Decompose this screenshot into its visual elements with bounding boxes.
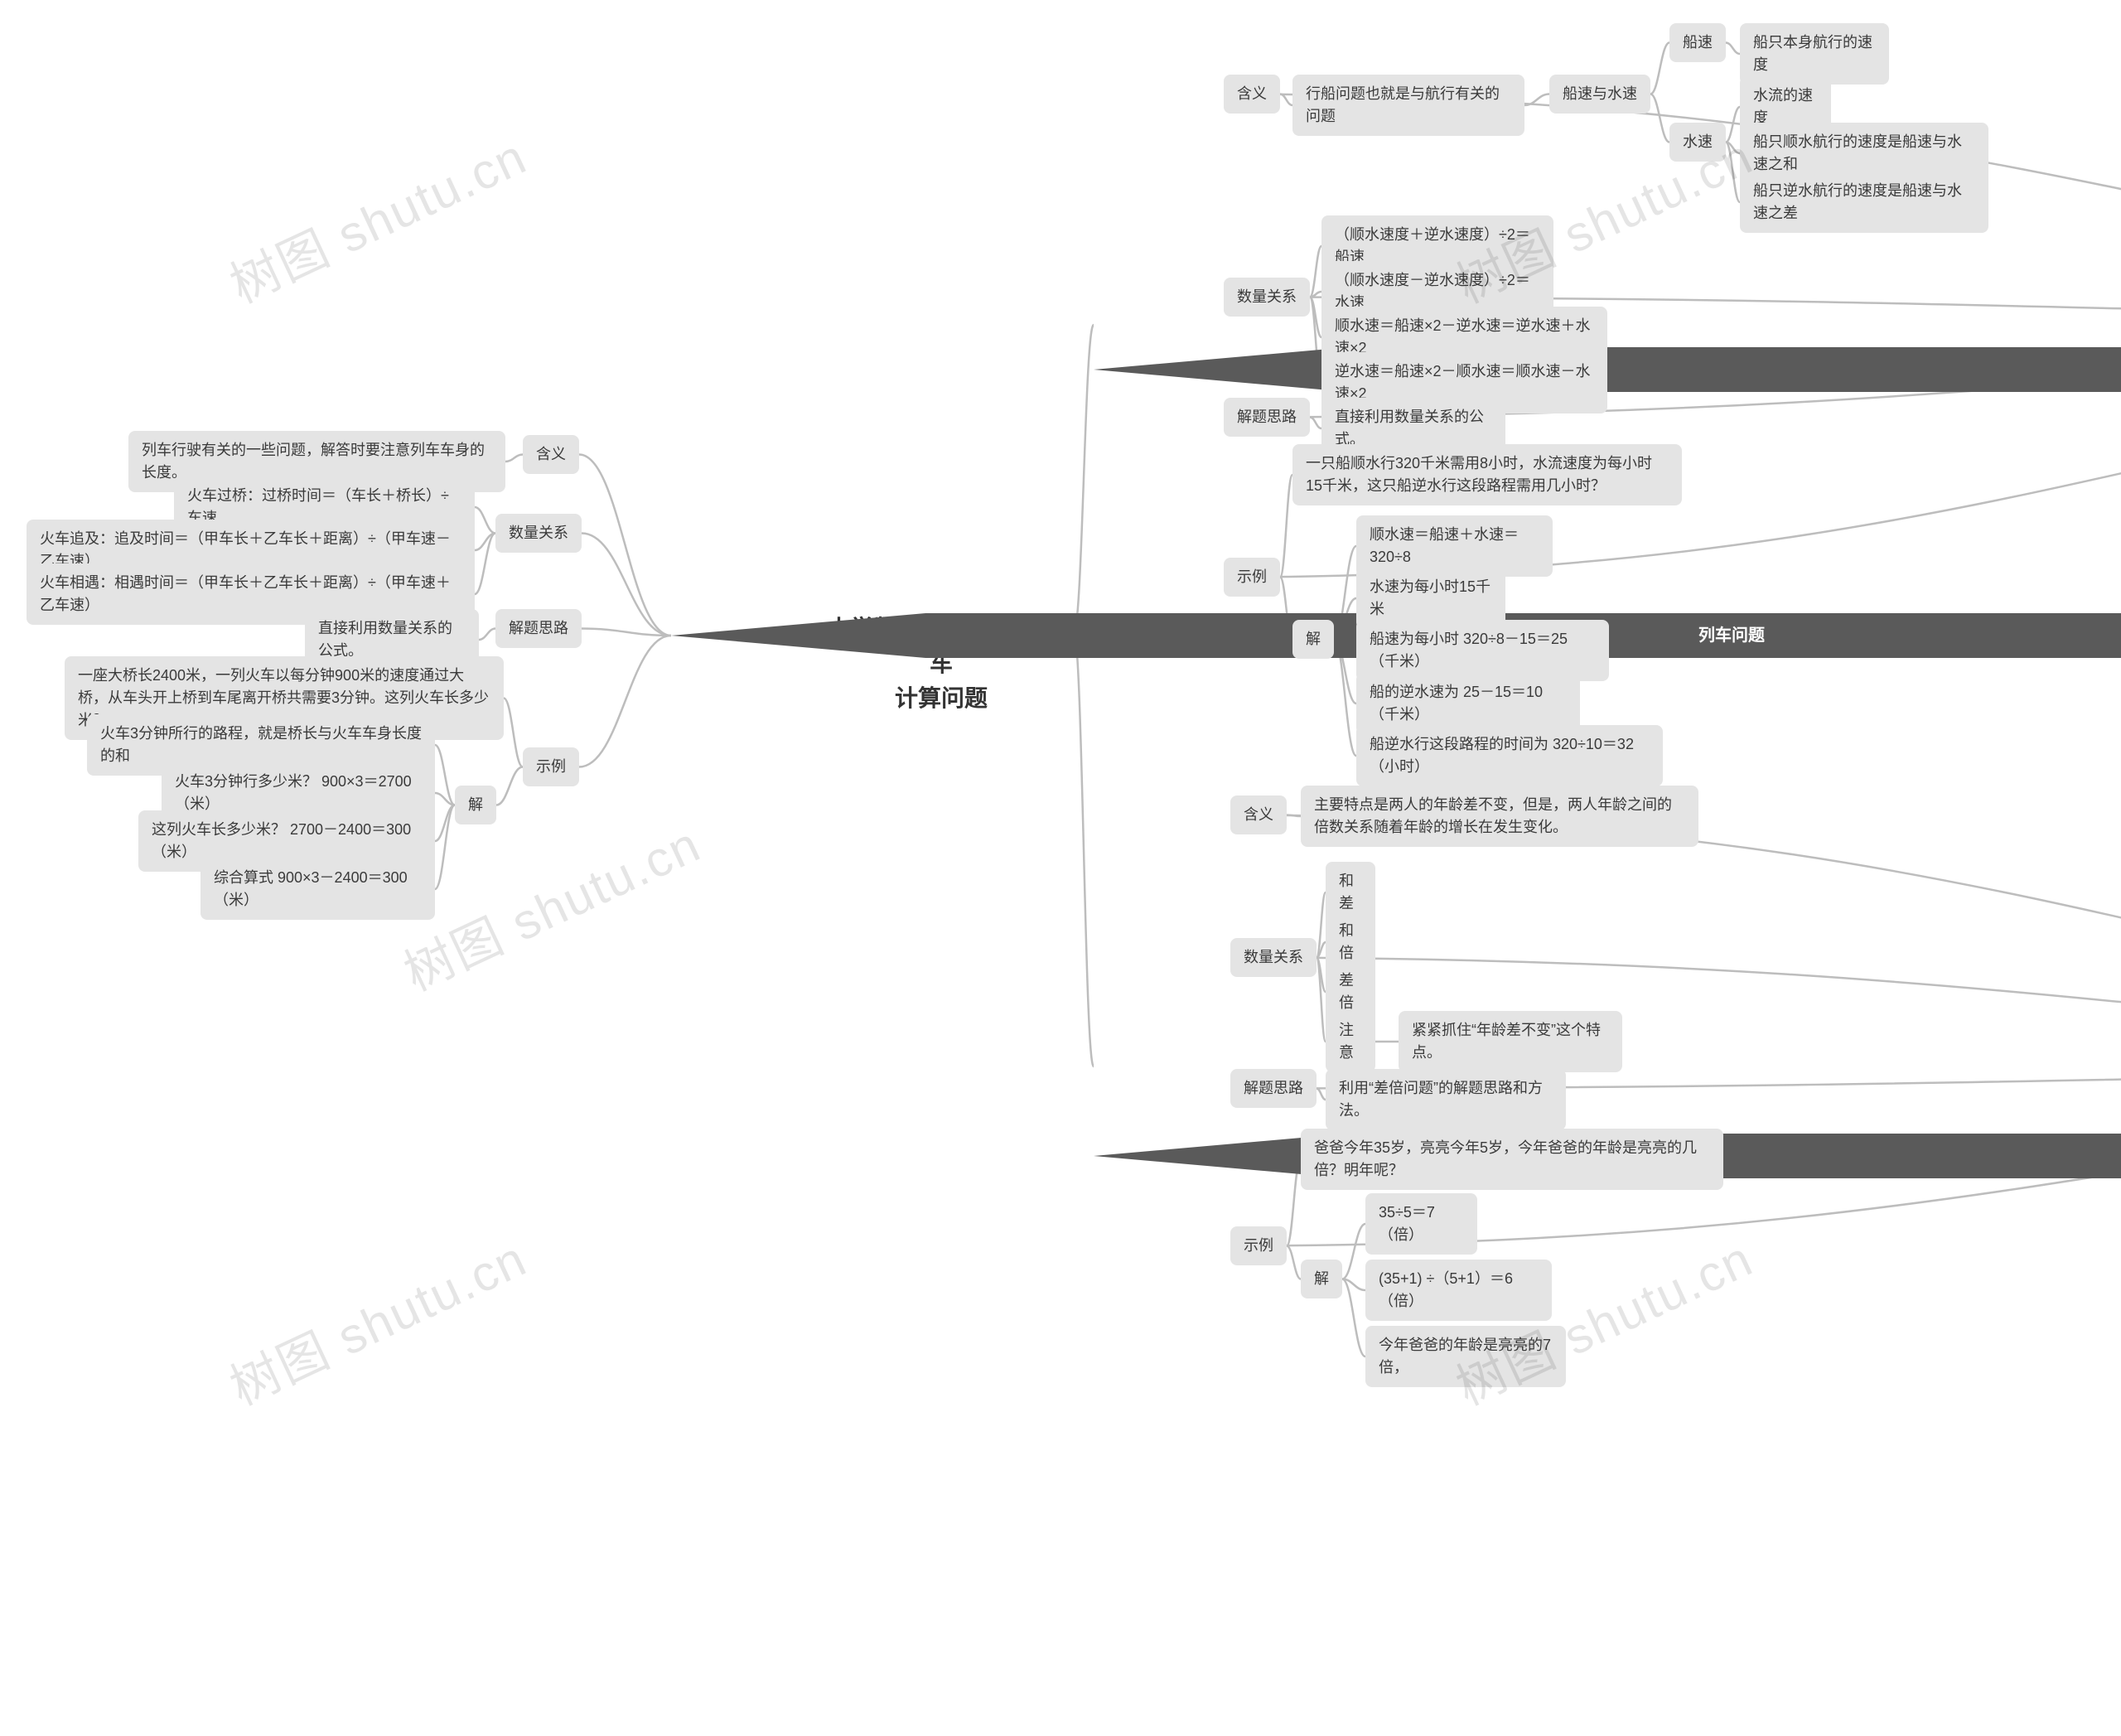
boat-example: 示例 <box>1224 558 1280 597</box>
watermark: 树图 shutu.cn <box>217 1219 537 1419</box>
train-meaning: 含义 <box>523 435 579 474</box>
train-relation: 数量关系 <box>495 514 582 553</box>
age-subnode: 35÷5＝7（倍） <box>1365 1193 1477 1255</box>
boat-subnode: 水速 <box>1669 123 1726 162</box>
nodes-layer: 小学数学年龄 行车 列车 计算问题列车问题含义列车行驶有关的一些问题，解答时要注… <box>0 0 2121 134</box>
boat-leaf: 行船问题也就是与航行有关的问题 <box>1292 75 1524 136</box>
boat-subnode: 船速为每小时 320÷8－15＝25（千米） <box>1356 620 1609 681</box>
age-example: 示例 <box>1230 1226 1287 1265</box>
age-subnode: 今年爸爸的年龄是亮亮的7倍， <box>1365 1326 1566 1387</box>
boat-meaning: 含义 <box>1224 75 1280 114</box>
boat-method: 解题思路 <box>1224 398 1310 437</box>
train-solution-step: 综合算式 900×3－2400＝300（米） <box>201 858 435 920</box>
train-example: 示例 <box>523 747 579 786</box>
age-subnode: 紧紧抓住“年龄差不变”这个特点。 <box>1399 1011 1622 1072</box>
boat-topic: 行船问题 <box>1094 347 2121 392</box>
boat-leaf: 一只船顺水行320千米需用8小时，水流速度为每小时15千米，这只船逆水行这段路程… <box>1292 444 1682 505</box>
age-leaf: 注意 <box>1326 1011 1375 1072</box>
age-relation: 数量关系 <box>1230 938 1317 977</box>
boat-subnode: 船只本身航行的速度 <box>1740 23 1889 85</box>
boat-subnode: 船速与水速 <box>1549 75 1650 114</box>
watermark: 树图 shutu.cn <box>391 805 711 1005</box>
boat-relation: 数量关系 <box>1224 278 1310 317</box>
age-method: 解题思路 <box>1230 1069 1317 1108</box>
age-leaf: 利用“差倍问题”的解题思路和方法。 <box>1326 1069 1566 1130</box>
age-subnode: (35+1) ÷（5+1）＝6（倍） <box>1365 1260 1552 1321</box>
boat-subnode: 船速 <box>1669 23 1726 62</box>
age-meaning: 含义 <box>1230 795 1287 834</box>
age-leaf: 爸爸今年35岁，亮亮今年5岁，今年爸爸的年龄是亮亮的几倍？明年呢？ <box>1301 1129 1723 1190</box>
boat-subnode: 船只逆水航行的速度是船速与水速之差 <box>1740 172 1988 233</box>
train-leaf: 解 <box>455 786 496 824</box>
boat-leaf: 解 <box>1292 620 1334 659</box>
boat-subnode: 船逆水行这段路程的时间为 320÷10＝32（小时） <box>1356 725 1663 786</box>
age-leaf: 主要特点是两人的年龄差不变，但是，两人年龄之间的倍数关系随着年龄的增长在发生变化… <box>1301 786 1698 847</box>
watermark: 树图 shutu.cn <box>217 117 537 317</box>
train-method: 解题思路 <box>495 609 582 648</box>
age-leaf: 解 <box>1301 1260 1342 1298</box>
